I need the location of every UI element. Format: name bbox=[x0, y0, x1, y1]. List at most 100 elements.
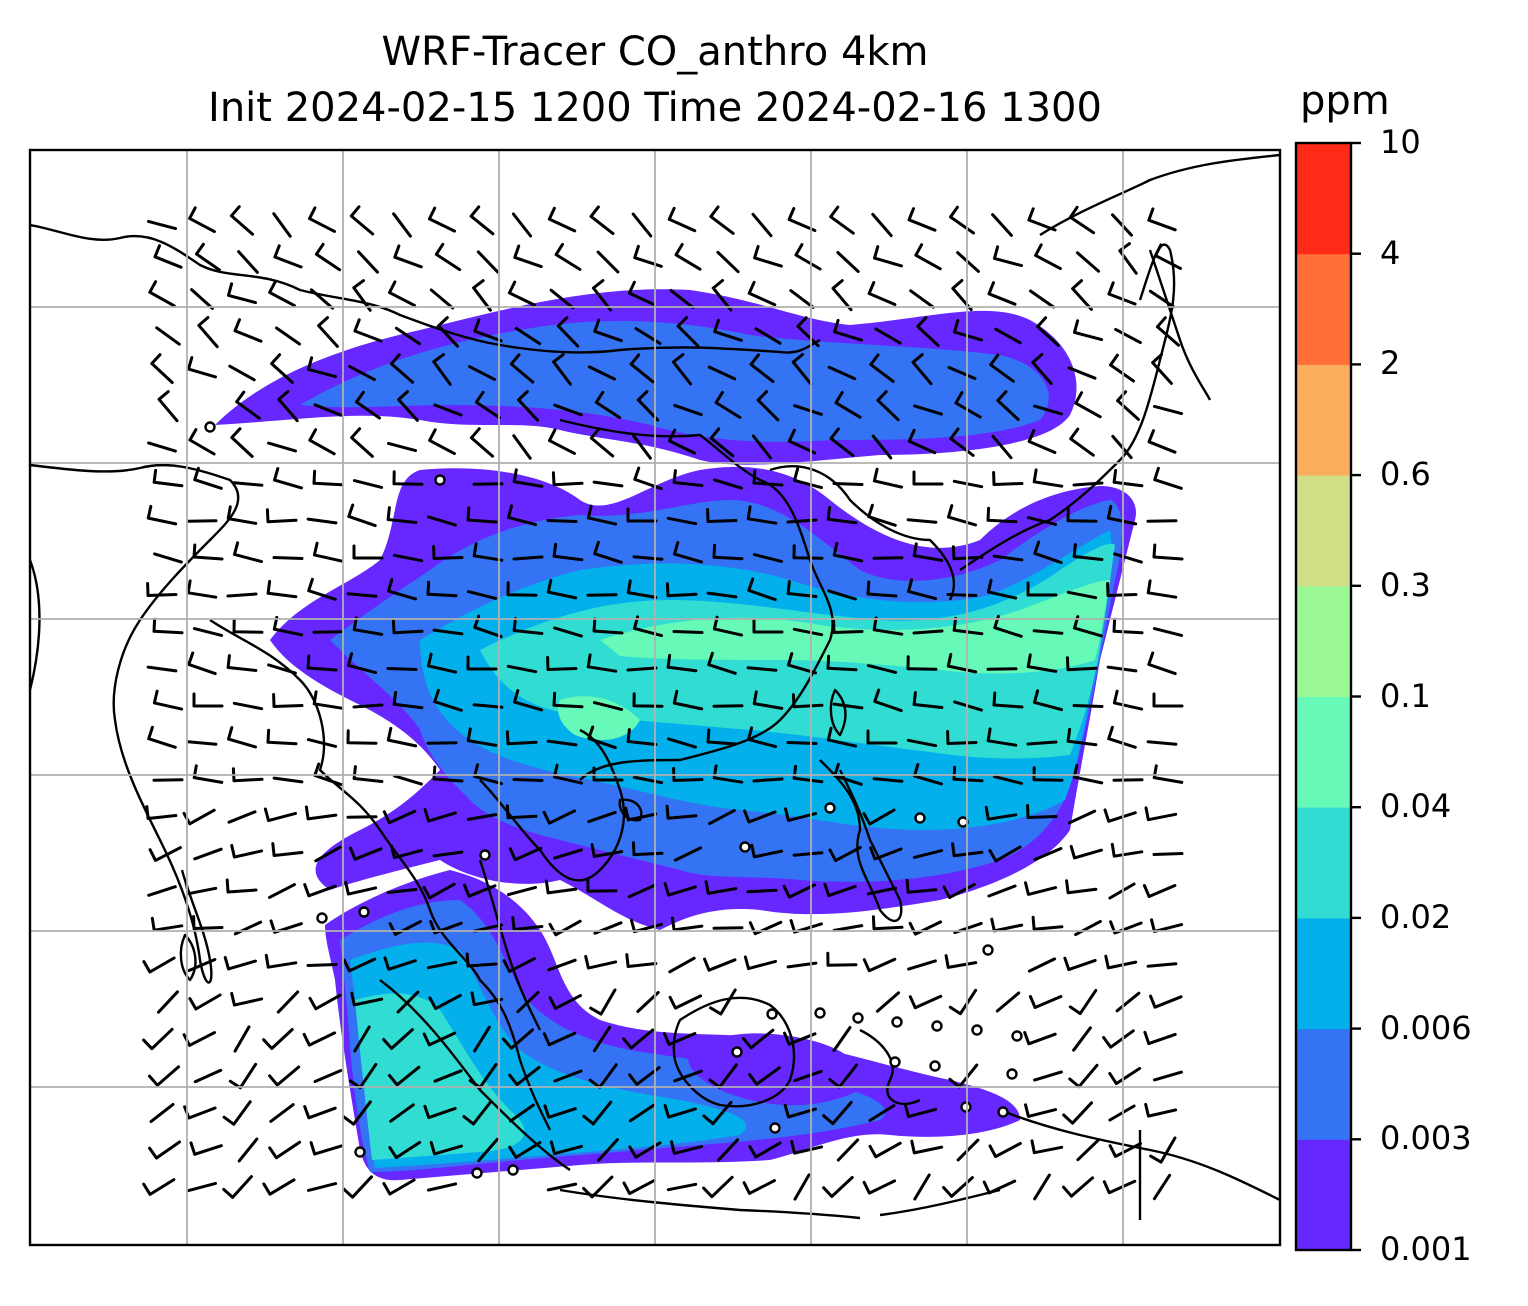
coastline-hainan bbox=[618, 798, 643, 822]
coastline-sakhalin bbox=[1148, 249, 1212, 401]
wind-barb bbox=[747, 726, 777, 749]
wind-barb bbox=[672, 630, 704, 634]
wind-barb bbox=[743, 955, 777, 971]
wind-barb bbox=[1033, 540, 1063, 565]
wind-barb bbox=[388, 1140, 422, 1160]
wind-barb bbox=[476, 250, 500, 274]
wind-barb bbox=[350, 427, 374, 458]
wind-barb bbox=[832, 924, 864, 932]
calm-wind-circle bbox=[769, 1122, 781, 1134]
wind-barb bbox=[867, 281, 897, 306]
wind-barb bbox=[791, 353, 813, 386]
wind-barb bbox=[1102, 1179, 1137, 1195]
wind-barb bbox=[188, 206, 216, 234]
wind-barb bbox=[186, 740, 218, 746]
wind-barb bbox=[826, 505, 858, 525]
wind-barb bbox=[747, 280, 777, 307]
wind-barb bbox=[751, 212, 773, 238]
wind-barb bbox=[152, 689, 184, 711]
wind-barb bbox=[309, 288, 335, 310]
wind-barb bbox=[663, 882, 697, 897]
wind-barb bbox=[1144, 1102, 1178, 1118]
colorbar-tick-label: 0.006 bbox=[1380, 1008, 1472, 1047]
wind-barb bbox=[267, 441, 297, 453]
wind-barb bbox=[582, 1175, 614, 1199]
wind-barb bbox=[1065, 656, 1098, 672]
colorbar-band bbox=[1296, 1139, 1351, 1251]
wind-barb bbox=[706, 508, 738, 523]
wind-barb bbox=[663, 1104, 697, 1119]
wind-barb bbox=[433, 688, 463, 712]
wind-barb bbox=[556, 316, 580, 348]
wind-barb bbox=[906, 738, 938, 748]
wind-barb bbox=[392, 553, 424, 563]
wind-barb bbox=[992, 691, 1024, 709]
wind-barb bbox=[986, 727, 1018, 747]
wind-barb bbox=[626, 507, 658, 523]
wind-barb bbox=[227, 726, 257, 749]
wind-barb bbox=[232, 618, 264, 634]
wind-barb bbox=[187, 356, 217, 379]
wind-barb bbox=[1149, 1136, 1177, 1164]
wind-barb bbox=[1153, 404, 1183, 416]
wind-barb bbox=[822, 1100, 853, 1126]
wind-barb bbox=[226, 654, 258, 672]
wind-barb bbox=[713, 318, 743, 342]
wind-barb bbox=[1075, 251, 1101, 273]
wind-barb bbox=[1026, 581, 1058, 597]
wind-barb bbox=[956, 1138, 980, 1162]
wind-barb bbox=[1069, 427, 1095, 457]
wind-barb bbox=[157, 990, 179, 1014]
wind-barb bbox=[674, 243, 702, 271]
wind-barb bbox=[592, 1025, 612, 1053]
wind-barb bbox=[751, 434, 773, 460]
map-title-line1: WRF-Tracer CO_anthro 4km bbox=[381, 29, 929, 75]
coastline-malay-peninsula bbox=[478, 859, 542, 1031]
wind-barb bbox=[462, 1100, 493, 1126]
wind-barb bbox=[1106, 665, 1138, 673]
wind-barb bbox=[669, 288, 695, 310]
wind-barb bbox=[792, 851, 824, 857]
wind-barb bbox=[223, 955, 257, 971]
wind-barb bbox=[548, 994, 582, 1010]
wind-barb bbox=[667, 737, 697, 749]
wind-barb bbox=[792, 544, 824, 560]
calm-wind-circle bbox=[982, 944, 994, 956]
plume-south-teal bbox=[355, 993, 525, 1160]
wind-barb bbox=[547, 206, 577, 233]
wind-barb bbox=[832, 702, 864, 710]
colorbar-tick-label: 0.02 bbox=[1380, 897, 1452, 936]
wind-barb bbox=[1026, 516, 1058, 526]
wind-barb bbox=[553, 626, 583, 638]
wind-barb bbox=[152, 617, 184, 635]
wind-barb bbox=[352, 765, 384, 783]
coastline-new-guinea bbox=[999, 1108, 1280, 1202]
calm-wind-circle bbox=[824, 802, 836, 814]
wind-barb bbox=[314, 242, 342, 272]
wind-barb bbox=[233, 920, 263, 936]
wind-barb bbox=[708, 1063, 738, 1089]
wind-barb bbox=[717, 1138, 739, 1162]
wind-barb bbox=[546, 1182, 578, 1192]
coastline-china-east bbox=[559, 418, 834, 781]
wind-barb bbox=[235, 390, 261, 420]
wind-barb bbox=[383, 956, 417, 971]
wind-barb bbox=[876, 390, 900, 422]
colorbar-tick-label: 2 bbox=[1380, 344, 1401, 383]
calm-wind-circle bbox=[914, 812, 926, 824]
wind-barb bbox=[949, 427, 975, 457]
wind-barb bbox=[228, 1062, 258, 1090]
wind-barb bbox=[986, 506, 1018, 524]
wind-barb bbox=[386, 506, 418, 524]
wind-barb bbox=[152, 468, 184, 488]
wind-barb bbox=[1062, 1176, 1095, 1198]
wind-barb bbox=[991, 434, 1013, 460]
wind-barb bbox=[875, 991, 901, 1013]
wind-barb bbox=[590, 843, 624, 858]
wind-barb bbox=[1150, 918, 1184, 933]
wind-barb bbox=[546, 739, 578, 747]
wind-barb bbox=[312, 469, 344, 487]
wind-barb bbox=[147, 885, 177, 897]
wind-barb bbox=[262, 1178, 296, 1196]
wind-barb bbox=[183, 1105, 217, 1120]
